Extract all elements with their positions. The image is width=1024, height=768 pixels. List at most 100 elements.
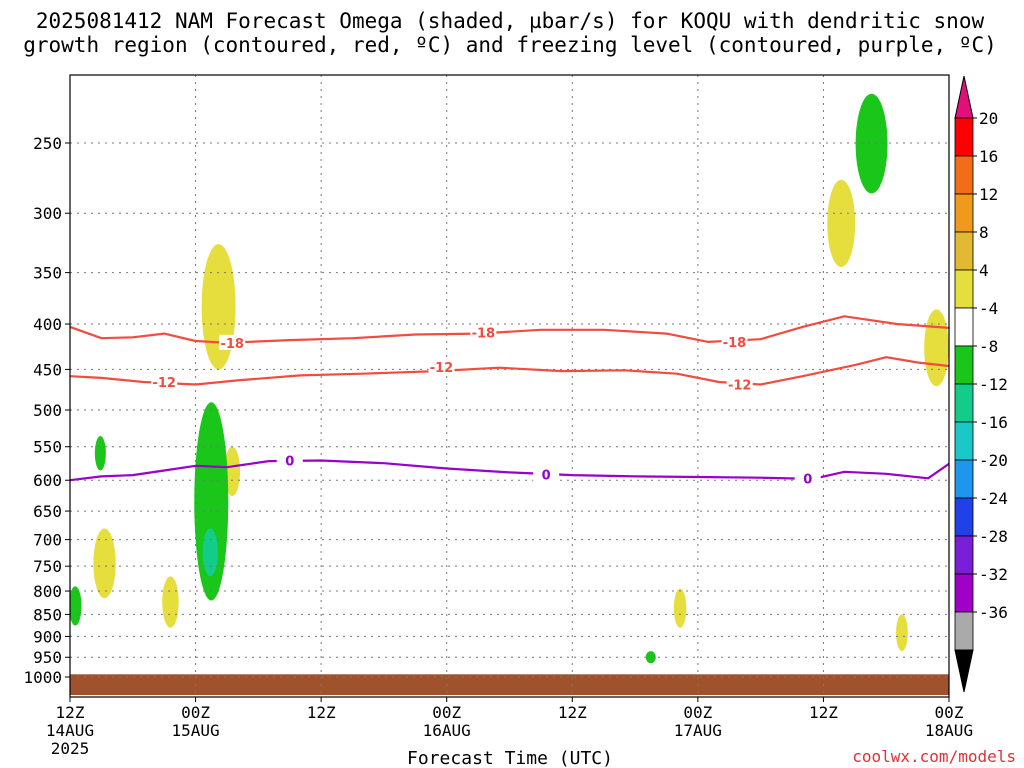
colorbar-segment-5	[954, 307, 974, 347]
contour-line-0	[70, 315, 949, 344]
x-tick-label-36-1: 16AUG	[423, 721, 471, 740]
y-axis-ticks: 250 300 350 400 450 500 550 600 650 700 750 800 850 9…	[23, 134, 70, 687]
contour-label-bg-2-2	[794, 470, 821, 486]
contour-label-bg-0-1	[470, 324, 497, 340]
colorbar-label-9: -20	[979, 451, 1008, 470]
y-tick-label-700: 700	[33, 531, 62, 550]
y-tick-label-350: 350	[33, 264, 62, 283]
colorbar-segment-2	[954, 193, 974, 233]
chart-title-line2: growth region (contoured, red, ºC) and f…	[23, 33, 997, 57]
contour-label-2-0: 0	[285, 454, 294, 469]
omega-region-2	[93, 528, 116, 599]
colorbar-label-2: 12	[979, 185, 998, 204]
omega-region-10	[70, 586, 82, 626]
omega-region-6	[924, 309, 949, 387]
colorbar-segment-0	[954, 117, 974, 157]
y-tick-label-400: 400	[33, 315, 62, 334]
colorbar-segment-4	[954, 269, 974, 309]
contour-line-1	[70, 356, 949, 386]
grid	[69, 75, 950, 697]
contour-label-2-2: 0	[803, 472, 812, 487]
credit-text: coolwx.com/models	[852, 747, 1016, 766]
x-tick-label-0-2: 2025	[51, 739, 90, 758]
y-tick-label-800: 800	[33, 582, 62, 601]
colorbar-segment-8	[954, 421, 974, 461]
y-tick-label-950: 950	[33, 648, 62, 667]
y-tick-label-900: 900	[33, 627, 62, 646]
x-tick-label-72-0: 12Z	[809, 703, 838, 722]
contour-label-bg-0-2	[721, 333, 748, 349]
colorbar-segment-12	[954, 573, 974, 613]
terrain-band	[70, 674, 949, 695]
y-tick-label-750: 750	[33, 557, 62, 576]
contour-label-1-0: -12	[152, 376, 176, 391]
colorbar-label-1: 16	[979, 147, 998, 166]
y-tick-label-500: 500	[33, 401, 62, 420]
y-tick-label-300: 300	[33, 204, 62, 223]
chart-title-line1: 2025081412 NAM Forecast Omega (shaded, µ…	[36, 9, 985, 33]
contour-line-2	[70, 459, 949, 482]
contour-label-bg-2-1	[533, 466, 560, 482]
omega-region-1	[224, 446, 241, 496]
colorbar-label-3: 8	[979, 223, 989, 242]
contour-label-bg-1-0	[151, 374, 178, 390]
omega-region-9	[94, 436, 106, 471]
omega-region-3	[162, 576, 179, 628]
colorbar-bottom-triangle	[954, 649, 974, 693]
colorbar-top-triangle	[954, 75, 974, 119]
y-tick-label-850: 850	[33, 605, 62, 624]
omega-shading	[70, 93, 949, 664]
colorbar-segment-6	[954, 345, 974, 385]
y-tick-label-250: 250	[33, 134, 62, 153]
contour-label-1-1: -12	[430, 361, 454, 376]
x-tick-label-84-1: 18AUG	[925, 721, 973, 740]
omega-region-4	[673, 588, 687, 628]
contour-label-bg-1-2	[726, 376, 753, 392]
contour-label-bg-1-1	[428, 358, 455, 374]
y-tick-label-550: 550	[33, 438, 62, 457]
contour-label-bg-2-0	[276, 452, 303, 468]
contour-label-0-1: -18	[472, 327, 496, 342]
colorbar-segment-9	[954, 459, 974, 499]
omega-region-8	[855, 93, 888, 194]
omega-region-13	[645, 651, 656, 664]
plot-frame	[69, 74, 950, 698]
x-tick-label-12-0: 00Z	[181, 703, 210, 722]
x-tick-label-0-1: 14AUG	[46, 721, 94, 740]
colorbar-segment-10	[954, 497, 974, 537]
x-tick-label-0-0: 12Z	[56, 703, 85, 722]
x-tick-label-60-1: 17AUG	[674, 721, 722, 740]
colorbar-label-5: -4	[979, 299, 998, 318]
x-tick-label-84-0: 00Z	[935, 703, 964, 722]
contour-label-2-1: 0	[542, 468, 551, 483]
colorbar-label-0: 20	[979, 109, 998, 128]
omega-region-7	[896, 614, 908, 652]
omega-region-12	[202, 528, 218, 577]
colorbar-segment-3	[954, 231, 974, 271]
y-tick-label-1000: 1000	[23, 668, 62, 687]
colorbar-segment-1	[954, 155, 974, 195]
x-tick-label-60-0: 00Z	[683, 703, 712, 722]
y-tick-label-600: 600	[33, 471, 62, 490]
colorbar-label-6: -8	[979, 337, 998, 356]
x-tick-label-36-0: 00Z	[432, 703, 461, 722]
colorbar-segment-7	[954, 383, 974, 423]
contour-label-0-2: -18	[723, 336, 747, 351]
omega-region-5	[827, 179, 856, 268]
terrain-fill	[70, 674, 949, 695]
colorbar-label-7: -12	[979, 375, 1008, 394]
contour-lines: -18 -18 -18 -12 -12 -12 0 0 0	[70, 315, 949, 487]
colorbar-segment-11	[954, 535, 974, 575]
colorbar-legend: 20 16 12 8 4 -4 -8 -12 -16 -20 -24 -28 -32 -36	[954, 75, 1008, 693]
y-tick-label-650: 650	[33, 502, 62, 521]
colorbar-label-8: -16	[979, 413, 1008, 432]
x-tick-label-48-0: 12Z	[558, 703, 587, 722]
colorbar-label-13: -36	[979, 603, 1008, 622]
x-axis-label: Forecast Time (UTC)	[407, 748, 613, 768]
colorbar-label-4: 4	[979, 261, 989, 280]
colorbar-label-11: -28	[979, 527, 1008, 546]
colorbar-label-10: -24	[979, 489, 1008, 508]
colorbar-segment-13	[954, 611, 974, 651]
